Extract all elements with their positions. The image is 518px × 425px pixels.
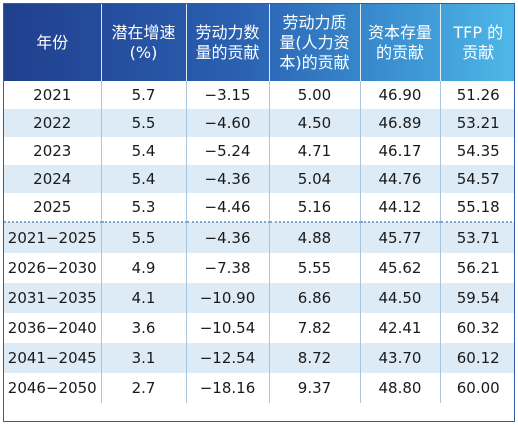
value-cell: −7.38 [185, 253, 269, 283]
value-cell: 46.89 [359, 109, 440, 137]
table-row: 2023 5.4 −5.24 4.71 46.17 54.35 [4, 137, 514, 165]
year-cell: 2025 [33, 198, 72, 216]
value-cell: 60.12 [439, 343, 514, 373]
value-cell: −4.36 [185, 165, 269, 193]
year-cell: 2024 [33, 170, 72, 188]
value-cell: 53.21 [439, 109, 514, 137]
table-body: 2021 5.7 −3.15 5.00 46.90 51.26 2022 5.5 −4.60 4.… [4, 81, 514, 403]
column-header: 年份 [36, 32, 69, 52]
value-cell: 5.5 [100, 221, 186, 253]
year-cell: 2021 [33, 86, 72, 104]
value-cell: −10.90 [185, 283, 269, 313]
value-cell: −4.46 [185, 193, 269, 222]
value-cell: 4.71 [268, 137, 360, 165]
table-row: 2046−2050 2.7 −18.16 9.37 48.80 60.00 [4, 373, 514, 403]
value-cell: 5.4 [100, 165, 186, 193]
year-cell: 2041−2045 [7, 349, 97, 367]
value-cell: 45.77 [359, 221, 440, 253]
table-row: 2031−2035 4.1 −10.90 6.86 44.50 59.54 [4, 283, 514, 313]
year-cell: 2031−2035 [7, 289, 97, 307]
value-cell: 3.6 [100, 313, 186, 343]
value-cell: 42.41 [359, 313, 440, 343]
value-cell: −4.36 [185, 221, 269, 253]
value-cell: 5.7 [100, 81, 186, 109]
table-row: 2021−2025 5.5 −4.36 4.88 45.77 53.71 [4, 221, 514, 253]
table-row: 2021 5.7 −3.15 5.00 46.90 51.26 [4, 81, 514, 109]
value-cell: 7.82 [268, 313, 360, 343]
column-header: TFP 的贡献 [439, 4, 514, 81]
value-cell: 46.17 [359, 137, 440, 165]
value-cell: −3.15 [185, 81, 269, 109]
column-header: 潜在增速 (%) [100, 4, 186, 81]
value-cell: 2.7 [100, 373, 186, 403]
value-cell: 43.70 [359, 343, 440, 373]
value-cell: 8.72 [268, 343, 360, 373]
value-cell: 46.90 [359, 81, 440, 109]
value-cell: 5.04 [268, 165, 360, 193]
value-cell: 6.86 [268, 283, 360, 313]
value-cell: 56.21 [439, 253, 514, 283]
table-row: 2024 5.4 −4.36 5.04 44.76 54.57 [4, 165, 514, 193]
value-cell: 45.62 [359, 253, 440, 283]
value-cell: −10.54 [185, 313, 269, 343]
data-table: 年份 潜在增速 (%) 劳动力数 量的贡献 劳动力质 量(人力资 本)的贡献 资本存量 的贡献 TF… [4, 4, 514, 403]
table-row: 2036−2040 3.6 −10.54 7.82 42.41 60.32 [4, 313, 514, 343]
value-cell: 5.4 [100, 137, 186, 165]
header-row: 年份 潜在增速 (%) 劳动力数 量的贡献 劳动力质 量(人力资 本)的贡献 资本存量 的贡献 TF… [4, 4, 514, 81]
value-cell: −5.24 [185, 137, 269, 165]
value-cell: 48.80 [359, 373, 440, 403]
column-header: 劳动力数 量的贡献 [185, 4, 269, 81]
value-cell: 5.16 [268, 193, 360, 222]
value-cell: 5.3 [100, 193, 186, 222]
value-cell: 5.00 [268, 81, 360, 109]
value-cell: −18.16 [185, 373, 269, 403]
table-header: 年份 潜在增速 (%) 劳动力数 量的贡献 劳动力质 量(人力资 本)的贡献 资本存量 的贡献 TF… [4, 4, 514, 81]
value-cell: 51.26 [439, 81, 514, 109]
table-row: 2025 5.3 −4.46 5.16 44.12 55.18 [4, 193, 514, 222]
column-header: 资本存量 的贡献 [359, 4, 440, 81]
table-row: 2041−2045 3.1 −12.54 8.72 43.70 60.12 [4, 343, 514, 373]
year-cell: 2036−2040 [7, 319, 97, 337]
value-cell: −4.60 [185, 109, 269, 137]
value-cell: 44.12 [359, 193, 440, 222]
table-row: 2022 5.5 −4.60 4.50 46.89 53.21 [4, 109, 514, 137]
table-row: 2026−2030 4.9 −7.38 5.55 45.62 56.21 [4, 253, 514, 283]
value-cell: 54.35 [439, 137, 514, 165]
value-cell: 44.76 [359, 165, 440, 193]
year-cell: 2026−2030 [7, 259, 97, 277]
value-cell: 60.00 [439, 373, 514, 403]
value-cell: 55.18 [439, 193, 514, 222]
year-cell: 2021−2025 [4, 221, 101, 253]
value-cell: 53.71 [439, 221, 514, 253]
column-header: 劳动力质 量(人力资 本)的贡献 [268, 4, 360, 81]
data-table-frame: 年份 潜在增速 (%) 劳动力数 量的贡献 劳动力质 量(人力资 本)的贡献 资本存量 的贡献 TF… [3, 3, 515, 422]
value-cell: 4.88 [268, 221, 360, 253]
value-cell: 5.5 [100, 109, 186, 137]
value-cell: 44.50 [359, 283, 440, 313]
value-cell: 3.1 [100, 343, 186, 373]
value-cell: 59.54 [439, 283, 514, 313]
value-cell: 60.32 [439, 313, 514, 343]
value-cell: 4.1 [100, 283, 186, 313]
year-cell: 2023 [33, 142, 72, 160]
value-cell: 4.50 [268, 109, 360, 137]
year-cell: 2046−2050 [7, 379, 97, 397]
value-cell: 9.37 [268, 373, 360, 403]
value-cell: 5.55 [268, 253, 360, 283]
value-cell: 4.9 [100, 253, 186, 283]
year-cell: 2022 [33, 114, 72, 132]
value-cell: −12.54 [185, 343, 269, 373]
value-cell: 54.57 [439, 165, 514, 193]
